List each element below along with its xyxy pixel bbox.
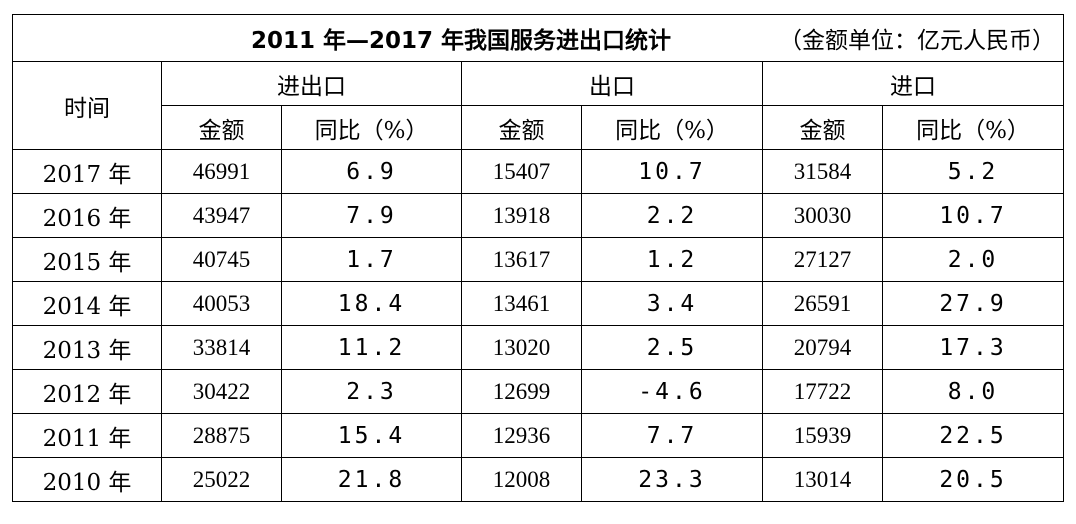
import-amount-cell: 26591 [762,281,883,326]
export-amount-cell: 13461 [461,281,582,326]
total-yoy-cell: 1.7 [281,237,462,282]
export-yoy-cell: 1.2 [581,237,763,282]
import-amount-cell: 15939 [762,413,883,458]
import-yoy-cell: 8.0 [881,369,1065,414]
sub-header-import-amount: 金额 [762,105,883,150]
total-amount-cell: 33814 [161,325,282,370]
total-yoy-cell: 2.3 [281,369,462,414]
total-amount-cell: 40053 [161,281,282,326]
import-yoy-cell: 10.7 [881,193,1065,238]
title-cell: 2011 年—2017 年我国服务进出口统计 （金额单位：亿元人民币） [11,14,1065,62]
year-cell: 2011 年 [12,413,162,458]
table-row: 2017 年 46991 6.9 15407 10.7 31584 5.2 [12,149,1065,194]
total-yoy-cell: 6.9 [281,149,462,194]
export-amount-cell: 12699 [461,369,582,414]
total-amount-cell: 46991 [161,149,282,194]
group-header-export: 出口 [461,61,763,106]
group-header-import: 进口 [761,61,1065,106]
import-amount-cell: 31584 [762,149,883,194]
import-amount-cell: 27127 [762,237,883,282]
year-cell: 2017 年 [12,149,162,194]
time-header: 时间 [12,61,162,150]
total-yoy-cell: 7.9 [281,193,462,238]
table-row: 2016 年 43947 7.9 13918 2.2 30030 10.7 [12,193,1065,238]
total-yoy-cell: 11.2 [281,325,462,370]
table-row: 2014 年 40053 18.4 13461 3.4 26591 27.9 [12,281,1065,326]
year-cell: 2013 年 [12,325,162,370]
export-amount-cell: 13617 [461,237,582,282]
trade-statistics-table: 2011 年—2017 年我国服务进出口统计 （金额单位：亿元人民币） 时间 进… [11,14,1065,502]
export-yoy-cell: 10.7 [581,149,763,194]
year-cell: 2016 年 [12,193,162,238]
sub-header-export-amount: 金额 [461,105,582,150]
import-yoy-cell: 22.5 [881,413,1065,458]
export-yoy-cell: 2.2 [581,193,763,238]
export-yoy-cell: 2.5 [581,325,763,370]
sub-header-export-yoy: 同比（%） [581,105,763,150]
title-row: 2011 年—2017 年我国服务进出口统计 （金额单位：亿元人民币） [11,14,1065,62]
import-amount-cell: 13014 [762,457,883,502]
total-amount-cell: 28875 [161,413,282,458]
unit-note: （金额单位：亿元人民币） [779,28,1056,54]
year-cell: 2014 年 [12,281,162,326]
import-yoy-cell: 2.0 [881,237,1065,282]
table-row: 2012 年 30422 2.3 12699 -4.6 17722 8.0 [12,369,1065,414]
export-yoy-cell: 7.7 [581,413,763,458]
table-row: 2011 年 28875 15.4 12936 7.7 15939 22.5 [12,413,1065,458]
export-yoy-cell: 23.3 [581,457,763,502]
total-amount-cell: 40745 [161,237,282,282]
group-header-total: 进出口 [161,61,462,106]
total-yoy-cell: 18.4 [281,281,462,326]
export-yoy-cell: 3.4 [581,281,763,326]
year-cell: 2012 年 [12,369,162,414]
export-amount-cell: 13020 [461,325,582,370]
total-yoy-cell: 15.4 [281,413,462,458]
total-amount-cell: 30422 [161,369,282,414]
total-yoy-cell: 21.8 [281,457,462,502]
import-amount-cell: 30030 [762,193,883,238]
total-amount-cell: 25022 [161,457,282,502]
export-amount-cell: 12936 [461,413,582,458]
total-amount-cell: 43947 [161,193,282,238]
import-yoy-cell: 17.3 [881,325,1065,370]
import-amount-cell: 20794 [762,325,883,370]
sub-header-row: 金额 同比（%） 金额 同比（%） 金额 同比（%） [13,105,1065,150]
year-cell: 2015 年 [12,237,162,282]
export-amount-cell: 12008 [461,457,582,502]
import-yoy-cell: 5.2 [881,149,1065,194]
table-row: 2015 年 40745 1.7 13617 1.2 27127 2.0 [12,237,1065,282]
import-amount-cell: 17722 [762,369,883,414]
export-yoy-cell: -4.6 [581,369,763,414]
import-yoy-cell: 27.9 [881,281,1065,326]
table-title: 2011 年—2017 年我国服务进出口统计 [251,28,672,54]
sub-header-import-yoy: 同比（%） [881,105,1065,150]
export-amount-cell: 15407 [461,149,582,194]
import-yoy-cell: 20.5 [881,457,1065,502]
table-row: 2013 年 33814 11.2 13020 2.5 20794 17.3 [12,325,1065,370]
year-cell: 2010 年 [12,457,162,502]
export-amount-cell: 13918 [461,193,582,238]
table-row: 2010 年 25022 21.8 12008 23.3 13014 20.5 [12,457,1065,502]
sub-header-total-yoy: 同比（%） [281,105,462,150]
sub-header-total-amount: 金额 [161,105,282,150]
group-header-row: 时间 进出口 出口 进口 [12,61,1065,150]
